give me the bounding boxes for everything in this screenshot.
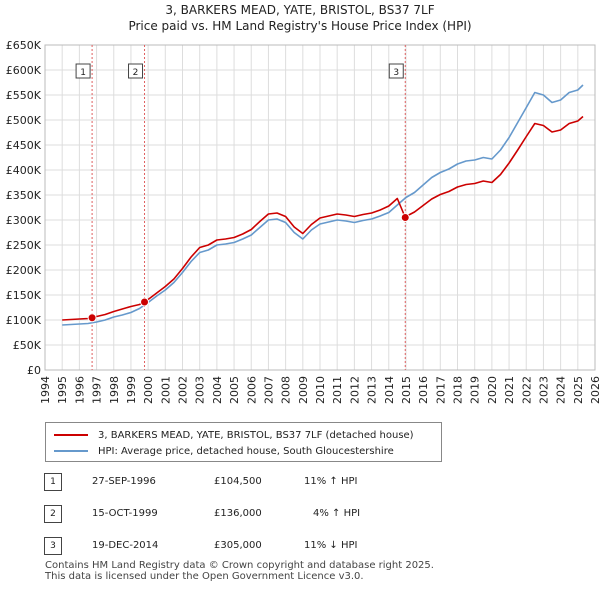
x-tick-label: 2000 bbox=[142, 376, 155, 404]
y-tick-label: £200K bbox=[6, 264, 42, 277]
legend-item-property: 3, BARKERS MEAD, YATE, BRISTOL, BS37 7LF… bbox=[54, 428, 414, 442]
x-tick-label: 2005 bbox=[228, 376, 241, 404]
x-tick-label: 2003 bbox=[194, 376, 207, 404]
y-tick-label: £600K bbox=[6, 64, 42, 77]
legend-line-hpi bbox=[54, 450, 88, 452]
x-tick-label: 2008 bbox=[280, 376, 293, 404]
x-tick-label: 1995 bbox=[56, 376, 69, 404]
x-tick-label: 1999 bbox=[125, 376, 138, 404]
x-tick-label: 2014 bbox=[383, 376, 396, 404]
x-tick-label: 1994 bbox=[39, 376, 52, 404]
y-tick-label: £300K bbox=[6, 214, 42, 227]
x-tick-label: 2018 bbox=[452, 376, 465, 404]
x-tick-label: 2016 bbox=[417, 376, 430, 404]
sale-hpi-diff: 11% ↑ HPI bbox=[304, 476, 358, 487]
y-tick-label: £650K bbox=[6, 39, 42, 52]
y-tick-label: £150K bbox=[6, 289, 42, 302]
footer-copyright: Contains HM Land Registry data © Crown c… bbox=[45, 560, 434, 571]
sale-label: 1 bbox=[80, 68, 86, 78]
x-tick-label: 2026 bbox=[589, 376, 600, 404]
hpi-line bbox=[62, 84, 584, 326]
x-tick-label: 2004 bbox=[211, 376, 224, 404]
y-tick-label: £50K bbox=[13, 339, 42, 352]
y-tick-label: £100K bbox=[6, 314, 42, 327]
x-tick-label: 2009 bbox=[297, 376, 310, 404]
y-tick-label: £400K bbox=[6, 164, 42, 177]
legend-line-property bbox=[54, 434, 88, 436]
sale-number-badge: 3 bbox=[44, 537, 62, 555]
sale-point bbox=[400, 213, 410, 222]
x-tick-label: 1997 bbox=[91, 376, 104, 404]
x-tick-label: 2001 bbox=[159, 376, 172, 404]
x-tick-label: 2025 bbox=[572, 376, 585, 404]
sale-price: £136,000 bbox=[214, 508, 262, 519]
legend-label-hpi: HPI: Average price, detached house, Sout… bbox=[98, 445, 394, 457]
sale-row: 3 19-DEC-2014 £305,000 11% ↓ HPI bbox=[44, 536, 404, 556]
y-tick-label: £250K bbox=[6, 239, 42, 252]
sale-hpi-diff: 11% ↓ HPI bbox=[304, 540, 358, 551]
y-tick-label: £350K bbox=[6, 189, 42, 202]
chart-title: 3, BARKERS MEAD, YATE, BRISTOL, BS37 7LF bbox=[165, 3, 435, 17]
sale-price: £104,500 bbox=[214, 476, 262, 487]
x-tick-label: 2002 bbox=[177, 376, 190, 404]
sale-number-badge: 2 bbox=[44, 505, 62, 523]
x-tick-label: 2022 bbox=[520, 376, 533, 404]
sale-row: 2 15-OCT-1999 £136,000 4% ↑ HPI bbox=[44, 504, 404, 524]
sale-hpi-diff: 4% ↑ HPI bbox=[313, 508, 361, 519]
x-tick-label: 2013 bbox=[366, 376, 379, 404]
sale-date: 15-OCT-1999 bbox=[92, 508, 158, 519]
x-tick-label: 1998 bbox=[108, 376, 121, 404]
x-tick-label: 2011 bbox=[331, 376, 344, 404]
x-tick-label: 2019 bbox=[469, 376, 482, 404]
x-tick-label: 2024 bbox=[555, 376, 568, 404]
chart-legend: 3, BARKERS MEAD, YATE, BRISTOL, BS37 7LF… bbox=[45, 422, 442, 462]
x-tick-label: 2017 bbox=[434, 376, 447, 404]
sale-label: 3 bbox=[393, 68, 399, 78]
sale-label-box bbox=[128, 63, 144, 79]
x-tick-label: 2012 bbox=[348, 376, 361, 404]
x-tick-label: 2015 bbox=[400, 376, 413, 404]
x-tick-label: 2010 bbox=[314, 376, 327, 404]
y-tick-label: £550K bbox=[6, 89, 42, 102]
chart-subtitle: Price paid vs. HM Land Registry's House … bbox=[128, 19, 472, 33]
x-tick-label: 2023 bbox=[537, 376, 550, 404]
sale-date: 27-SEP-1996 bbox=[92, 476, 156, 487]
footer-licence: This data is licensed under the Open Gov… bbox=[45, 571, 364, 582]
price-chart: £0 £50K £100K £150K £200K £250K £300K £350K £400… bbox=[6, 39, 600, 404]
sale-label-box bbox=[388, 63, 404, 79]
sale-price: £305,000 bbox=[214, 540, 262, 551]
x-tick-label: 1996 bbox=[73, 376, 86, 404]
x-tick-label: 2006 bbox=[245, 376, 258, 404]
sale-row: 1 27-SEP-1996 £104,500 11% ↑ HPI bbox=[44, 472, 404, 492]
y-tick-label: £0 bbox=[27, 364, 41, 377]
x-tick-label: 2007 bbox=[262, 376, 275, 404]
x-tick-label: 2020 bbox=[486, 376, 499, 404]
y-tick-label: £450K bbox=[6, 139, 42, 152]
footer: Contains HM Land Registry data © Crown c… bbox=[45, 560, 434, 582]
legend-label-property: 3, BARKERS MEAD, YATE, BRISTOL, BS37 7LF… bbox=[98, 429, 414, 441]
legend-item-hpi: HPI: Average price, detached house, Sout… bbox=[54, 444, 394, 458]
y-tick-label: £500K bbox=[6, 114, 42, 127]
sale-point bbox=[140, 297, 150, 307]
sale-number-badge: 1 bbox=[44, 473, 62, 491]
sale-point bbox=[87, 313, 97, 323]
sale-date: 19-DEC-2014 bbox=[92, 540, 159, 551]
plot-border bbox=[44, 44, 596, 371]
x-tick-label: 2021 bbox=[503, 376, 516, 404]
sale-label-box bbox=[75, 63, 91, 79]
sale-label: 2 bbox=[133, 68, 139, 78]
